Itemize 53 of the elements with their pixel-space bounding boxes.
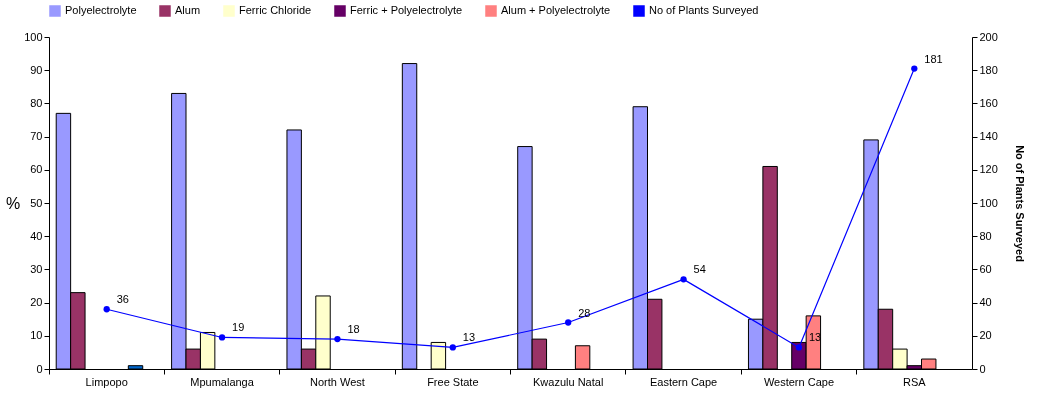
x-tick-label: Mpumalanga [190, 375, 255, 388]
y2-tick-label: 40 [979, 296, 992, 309]
y-tick-label: 90 [30, 63, 43, 76]
x-tick-label: Western Cape [763, 375, 834, 388]
point [218, 334, 226, 341]
y-tick-label: 70 [30, 130, 43, 143]
legend-label: Ferric Chloride [239, 4, 312, 16]
y-tick-label: 40 [30, 229, 43, 242]
legend-label: Polyelectrolyte [65, 4, 137, 16]
data-label: 13 [462, 331, 476, 344]
data-label: 18 [347, 323, 360, 336]
x-tick-label: RSA [903, 375, 927, 388]
point [103, 306, 110, 313]
legend-label: Ferric + Polyelectrolyte [350, 4, 463, 16]
x-tick-label: Eastern Cape [649, 375, 718, 388]
y2-tick-label: 120 [979, 163, 998, 176]
x-tick-label: North West [310, 375, 365, 388]
x-tick-label: Limpopo [85, 375, 128, 388]
legend-label: No of Plants Surveyed [649, 4, 759, 16]
legend-label: Alum + Polyelectrolyte [501, 4, 611, 16]
data-label: 181 [924, 52, 943, 65]
point [795, 344, 803, 351]
y-axis-title: % [5, 194, 21, 212]
y2-tick-label: 200 [979, 30, 998, 43]
y-tick-label: 20 [30, 296, 43, 309]
y2-tick-label: 180 [979, 63, 998, 76]
y-tick-label: 100 [24, 30, 43, 43]
point [680, 276, 687, 283]
y2-tick-label: 20 [979, 329, 992, 342]
point [449, 344, 456, 351]
legend-label: Alum [175, 4, 201, 16]
x-tick-label: Free State [427, 375, 479, 388]
y2-tick-label: 140 [979, 130, 998, 143]
y-tick-label: 50 [30, 196, 43, 209]
data-label: 28 [578, 306, 591, 319]
y-tick-label: 10 [30, 329, 43, 342]
point [334, 335, 341, 343]
x-tick-label: Kwazulu Natal [533, 375, 604, 388]
y2-tick-label: 80 [979, 229, 992, 242]
y-tick-label: 60 [30, 163, 43, 176]
y-tick-label: 80 [30, 96, 43, 109]
data-label: 19 [232, 321, 245, 334]
data-label: 54 [693, 263, 706, 276]
point [911, 65, 918, 72]
y2-tick-label: 60 [979, 262, 992, 275]
y2-tick-label: 160 [979, 96, 998, 109]
y-tick-label: 30 [30, 262, 43, 275]
y-tick-label: 0 [36, 362, 43, 375]
y2-tick-label: 100 [979, 196, 998, 209]
data-label: 36 [116, 293, 129, 306]
y2-tick-label: 0 [979, 362, 986, 375]
point [565, 319, 572, 326]
y2-axis-title: No of Plants Surveyed [1013, 145, 1026, 262]
